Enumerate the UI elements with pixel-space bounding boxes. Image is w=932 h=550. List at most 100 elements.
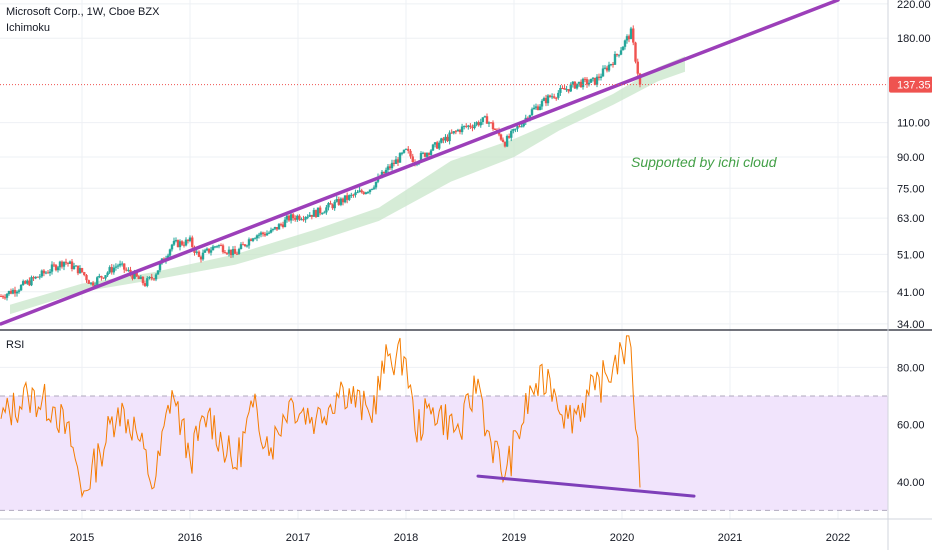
candle-body bbox=[425, 153, 429, 157]
candle-body bbox=[195, 251, 198, 253]
candle-body bbox=[30, 277, 33, 286]
price-tick-label: 180.00 bbox=[897, 33, 931, 45]
candle-body bbox=[127, 269, 130, 271]
candle-body bbox=[106, 272, 109, 276]
candle-body bbox=[298, 215, 301, 220]
candle-body bbox=[499, 134, 503, 140]
candle-body bbox=[532, 107, 536, 110]
time-tick-label: 2020 bbox=[610, 532, 634, 544]
candle-body bbox=[607, 64, 611, 71]
candle-body bbox=[609, 64, 613, 66]
candle-body bbox=[283, 219, 287, 228]
candle-body bbox=[337, 199, 341, 205]
rsi-tick-label: 60.00 bbox=[897, 420, 925, 432]
candle-body bbox=[38, 276, 41, 278]
candle-body bbox=[505, 136, 509, 147]
time-tick-label: 2015 bbox=[70, 532, 94, 544]
candle-body bbox=[591, 77, 595, 79]
candle-body bbox=[259, 232, 263, 235]
time-tick-label: 2022 bbox=[826, 532, 850, 544]
candle-body bbox=[386, 166, 390, 170]
candle-body bbox=[116, 265, 120, 267]
candle-body bbox=[345, 195, 349, 200]
candle-body bbox=[573, 81, 577, 89]
candle-body bbox=[419, 153, 423, 162]
candle-body bbox=[120, 263, 124, 265]
candle-body bbox=[217, 245, 221, 247]
candle-body bbox=[271, 228, 275, 230]
candle-body bbox=[277, 224, 281, 230]
candle-body bbox=[245, 245, 249, 247]
candle-body bbox=[388, 166, 392, 169]
candle-body bbox=[510, 130, 513, 138]
candle-body bbox=[104, 275, 107, 279]
candle-body bbox=[78, 268, 82, 274]
candle-body bbox=[409, 150, 412, 157]
candle-body bbox=[629, 28, 633, 40]
candle-body bbox=[335, 199, 338, 202]
candle-body bbox=[1, 296, 5, 298]
candle-body bbox=[316, 207, 320, 217]
candle-body bbox=[46, 272, 50, 274]
candle-body bbox=[522, 121, 525, 127]
candle-body bbox=[327, 203, 330, 208]
candle-body bbox=[19, 284, 23, 291]
candle-body bbox=[339, 198, 343, 205]
candle-body bbox=[438, 142, 441, 149]
candle-body bbox=[593, 77, 597, 85]
candle-body bbox=[267, 232, 271, 234]
annotation-text: Supported by ichi cloud bbox=[631, 154, 777, 170]
rsi-tick-label: 40.00 bbox=[897, 477, 925, 489]
candle-body bbox=[329, 203, 332, 205]
rsi-label: RSI bbox=[6, 339, 25, 351]
candle-body bbox=[333, 201, 336, 209]
candle-body bbox=[366, 192, 370, 194]
candle-body bbox=[263, 233, 267, 236]
candle-body bbox=[182, 244, 186, 246]
candle-body bbox=[421, 152, 425, 154]
candle-body bbox=[135, 272, 138, 277]
candle-body bbox=[575, 83, 579, 89]
candle-body bbox=[435, 142, 439, 149]
candle-body bbox=[458, 129, 462, 133]
candle-body bbox=[473, 124, 476, 129]
support-trendline bbox=[0, 0, 840, 326]
candle-body bbox=[172, 240, 176, 245]
candle-body bbox=[98, 275, 101, 278]
candle-body bbox=[123, 263, 126, 270]
candle-body bbox=[396, 159, 400, 163]
candle-body bbox=[579, 81, 583, 88]
candle-body bbox=[563, 88, 566, 90]
candle-body bbox=[289, 214, 293, 221]
candle-body bbox=[471, 127, 474, 129]
candle-body bbox=[555, 97, 558, 99]
candle-body bbox=[76, 265, 80, 274]
candle-body bbox=[255, 235, 259, 239]
candle-body bbox=[475, 122, 478, 125]
candle-body bbox=[546, 95, 550, 104]
candle-body bbox=[0, 296, 3, 298]
candle-body bbox=[605, 67, 609, 71]
candle-body bbox=[548, 95, 552, 98]
time-tick-label: 2017 bbox=[286, 532, 310, 544]
candle-body bbox=[636, 61, 639, 74]
candle-body bbox=[561, 87, 564, 89]
candle-body bbox=[231, 249, 235, 256]
candle-body bbox=[3, 297, 7, 299]
candle-body bbox=[343, 195, 347, 203]
candle-body bbox=[341, 198, 345, 203]
price-tick-label: 90.00 bbox=[897, 152, 925, 164]
candle-body bbox=[60, 261, 64, 267]
candle-body bbox=[156, 270, 160, 275]
candle-body bbox=[146, 278, 149, 286]
candle-body bbox=[552, 96, 556, 98]
candle-body bbox=[411, 156, 414, 162]
candle-body bbox=[323, 212, 326, 214]
candle-body bbox=[321, 213, 324, 215]
candle-body bbox=[17, 290, 21, 292]
candle-body bbox=[516, 126, 519, 129]
candle-body bbox=[40, 270, 44, 277]
candle-body bbox=[465, 125, 468, 127]
candle-body bbox=[407, 148, 410, 151]
candle-body bbox=[462, 125, 466, 127]
